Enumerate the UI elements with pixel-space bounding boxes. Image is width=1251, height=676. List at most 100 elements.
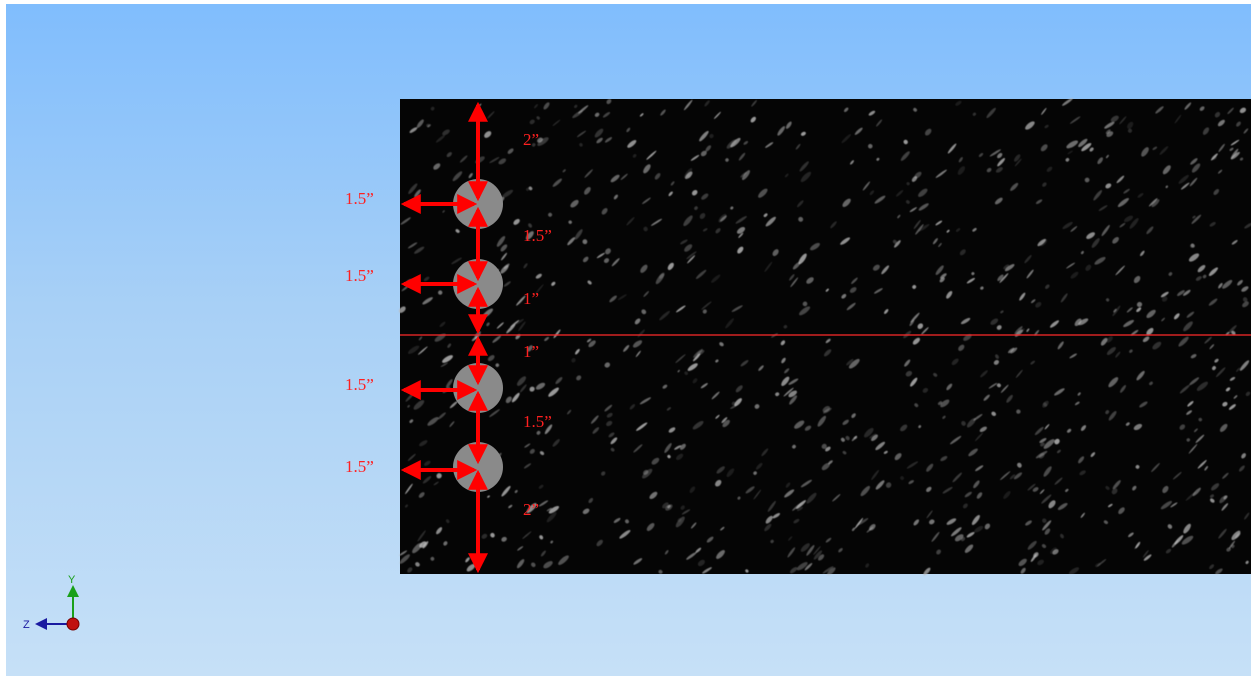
aggregate-speck xyxy=(667,262,674,271)
aggregate-speck xyxy=(789,395,798,405)
aggregate-speck xyxy=(684,167,693,179)
aggregate-speck xyxy=(665,504,673,511)
aggregate-speck xyxy=(940,456,948,462)
aggregate-speck xyxy=(666,407,672,411)
aggregate-speck xyxy=(1049,320,1060,328)
aggregate-speck xyxy=(740,171,747,178)
aggregate-speck xyxy=(1024,254,1032,264)
cad-viewport[interactable]: 2” 1.5” 1” 1” 1.5” 2” 1.5” 1.5” 1.5” 1.5… xyxy=(6,4,1251,676)
aggregate-speck xyxy=(675,354,686,364)
aggregate-speck xyxy=(841,133,852,144)
aggregate-speck xyxy=(963,334,972,341)
aggregate-speck xyxy=(536,430,541,435)
aggregate-speck xyxy=(905,370,913,377)
aggregate-speck xyxy=(869,433,877,439)
aggregate-speck xyxy=(1115,351,1121,358)
aggregate-speck xyxy=(1003,490,1011,500)
aggregate-speck xyxy=(501,485,511,497)
aggregate-speck xyxy=(399,554,410,564)
aggregate-speck xyxy=(690,522,697,529)
aggregate-speck xyxy=(1204,466,1209,471)
aggregate-speck xyxy=(1105,486,1110,490)
aggregate-speck xyxy=(1123,188,1130,194)
aggregate-speck xyxy=(695,547,702,553)
aggregate-speck xyxy=(942,486,953,494)
aggregate-speck xyxy=(399,550,408,556)
aggregate-speck xyxy=(1226,547,1231,552)
aggregate-speck xyxy=(544,424,553,435)
aggregate-speck xyxy=(562,169,566,173)
aggregate-speck xyxy=(1238,465,1245,472)
aggregate-speck xyxy=(511,392,520,403)
rebar[interactable] xyxy=(453,179,503,229)
aggregate-speck xyxy=(788,536,793,541)
aggregate-speck xyxy=(1227,107,1234,115)
aggregate-speck xyxy=(780,340,786,346)
aggregate-speck xyxy=(1096,559,1107,567)
aggregate-speck xyxy=(495,363,500,368)
aggregate-speck xyxy=(1172,471,1182,480)
aggregate-speck xyxy=(1213,189,1220,195)
aggregate-speck xyxy=(687,255,696,264)
aggregate-speck xyxy=(777,126,786,136)
aggregate-speck xyxy=(793,518,800,524)
aggregate-speck xyxy=(610,174,620,183)
aggregate-speck xyxy=(754,404,760,409)
aggregate-speck xyxy=(1056,449,1061,454)
aggregate-speck xyxy=(716,549,725,560)
aggregate-speck xyxy=(1185,491,1196,501)
aggregate-speck xyxy=(686,251,697,260)
aggregate-speck xyxy=(1218,282,1223,289)
aggregate-speck xyxy=(702,309,707,314)
aggregate-speck xyxy=(1237,279,1243,286)
aggregate-speck xyxy=(851,413,856,418)
aggregate-speck xyxy=(1019,292,1026,301)
aggregate-speck xyxy=(553,329,561,339)
aggregate-speck xyxy=(1217,119,1225,127)
aggregate-speck xyxy=(1112,305,1121,317)
aggregate-speck xyxy=(587,280,592,285)
aggregate-speck xyxy=(719,342,724,347)
aggregate-speck xyxy=(664,550,669,555)
aggregate-speck xyxy=(946,229,950,233)
aggregate-speck xyxy=(498,158,507,165)
aggregate-speck xyxy=(1129,349,1133,353)
aggregate-speck xyxy=(640,264,648,273)
aggregate-speck xyxy=(1165,548,1172,554)
y-axis-arrow-icon xyxy=(67,585,79,597)
aggregate-speck xyxy=(516,376,527,386)
aggregate-speck xyxy=(1186,311,1195,318)
aggregate-speck xyxy=(433,163,441,170)
aggregate-speck xyxy=(1202,127,1210,135)
aggregate-speck xyxy=(874,195,886,204)
aggregate-speck xyxy=(892,239,897,244)
aggregate-speck xyxy=(903,139,908,145)
aggregate-speck xyxy=(575,348,580,355)
aggregate-speck xyxy=(1119,222,1126,228)
rebar[interactable] xyxy=(453,363,503,413)
aggregate-speck xyxy=(973,413,983,421)
aggregate-speck xyxy=(1194,428,1198,433)
aggregate-speck xyxy=(605,248,611,255)
aggregate-speck xyxy=(825,537,832,543)
aggregate-speck xyxy=(1089,147,1094,152)
aggregate-speck xyxy=(951,358,959,366)
aggregate-speck xyxy=(1183,289,1191,296)
aggregate-speck xyxy=(1080,512,1085,518)
aggregate-speck xyxy=(1042,182,1047,187)
aggregate-speck xyxy=(751,100,757,107)
aggregate-speck xyxy=(596,539,603,547)
aggregate-speck xyxy=(690,154,700,161)
aggregate-speck xyxy=(868,110,876,116)
aggregate-speck xyxy=(526,503,537,514)
aggregate-speck xyxy=(442,129,450,136)
aggregate-speck xyxy=(1035,199,1043,205)
aggregate-speck xyxy=(1160,291,1169,298)
aggregate-speck xyxy=(601,208,608,215)
aggregate-speck xyxy=(417,346,428,355)
concrete-section[interactable] xyxy=(400,99,1251,574)
rebar[interactable] xyxy=(453,259,503,309)
aggregate-speck xyxy=(1115,265,1125,276)
aggregate-speck xyxy=(1045,284,1050,289)
aggregate-speck xyxy=(993,359,1000,365)
